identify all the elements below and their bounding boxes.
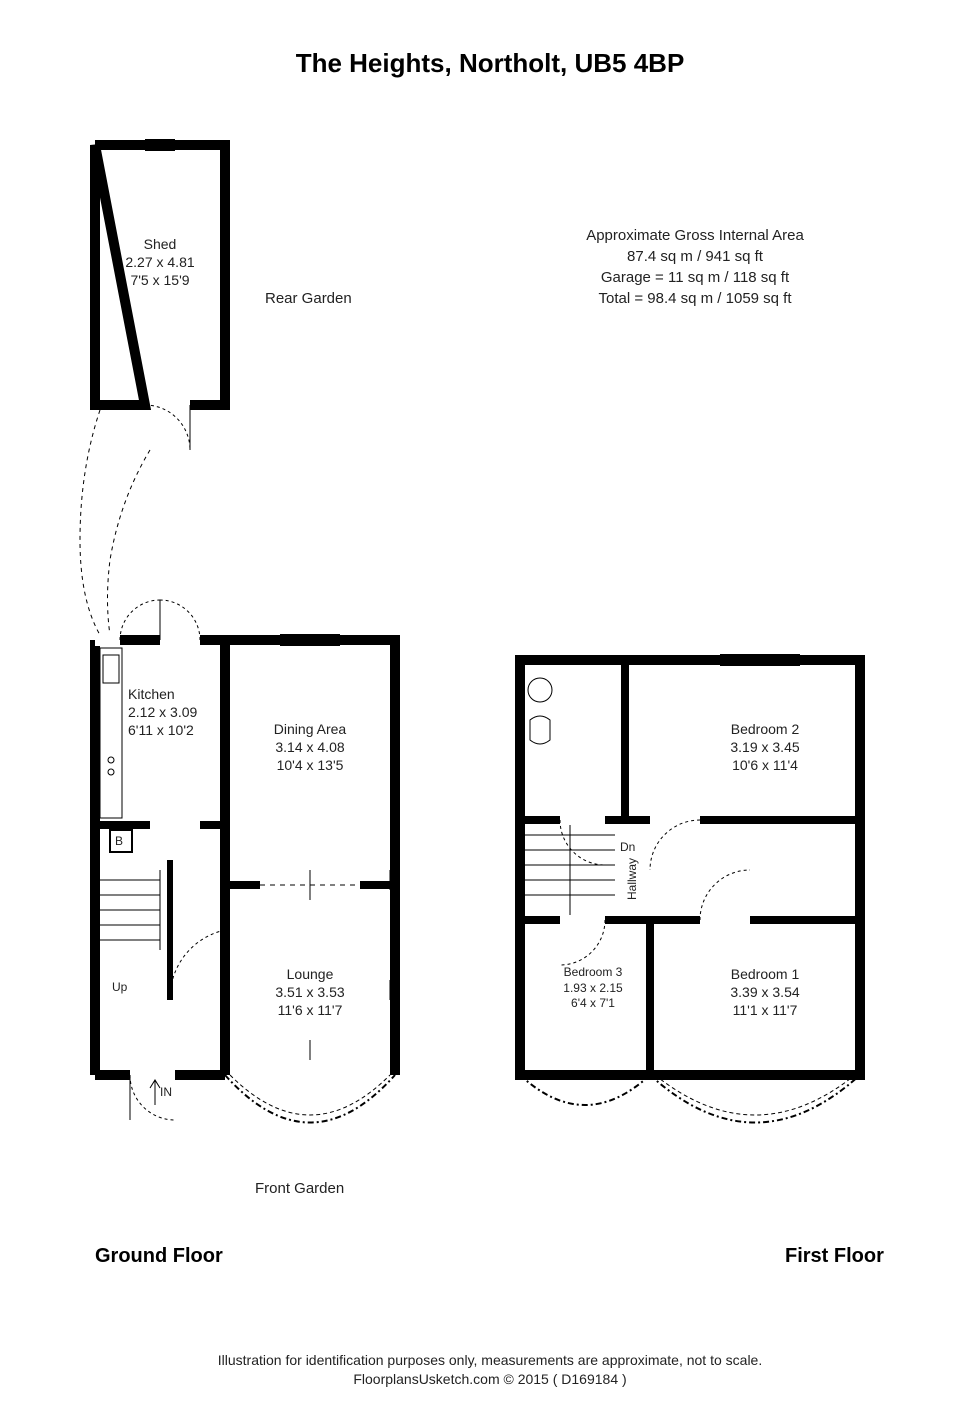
front-garden-label: Front Garden: [255, 1180, 344, 1197]
lounge-label: Lounge 3.51 x 3.53 11'6 x 11'7: [250, 965, 370, 1020]
bedroom2-label: Bedroom 2 3.19 x 3.45 10'6 x 11'4: [700, 720, 830, 775]
ground-floor-group: [95, 600, 395, 1123]
bedroom3-label: Bedroom 3 1.93 x 2.15 6'4 x 7'1: [538, 965, 648, 1012]
up-label: Up: [112, 980, 127, 994]
dn-label: Dn: [620, 840, 635, 854]
ground-floor-label: Ground Floor: [95, 1245, 223, 1268]
footer: Illustration for identification purposes…: [0, 1351, 980, 1390]
shed-group: [80, 140, 225, 635]
footer-line-1: Illustration for identification purposes…: [0, 1351, 980, 1371]
in-label: IN: [160, 1085, 172, 1099]
b-label: B: [115, 834, 123, 848]
hallway-label: Hallway: [625, 858, 639, 900]
dining-label: Dining Area 3.14 x 4.08 10'4 x 13'5: [250, 720, 370, 775]
bedroom1-label: Bedroom 1 3.39 x 3.54 11'1 x 11'7: [700, 965, 830, 1020]
first-floor-label: First Floor: [785, 1245, 884, 1268]
kitchen-label: Kitchen 2.12 x 3.09 6'11 x 10'2: [128, 685, 228, 740]
shed-label: Shed 2.27 x 4.81 7'5 x 15'9: [110, 235, 210, 290]
footer-line-2: FloorplansUsketch.com © 2015 ( D169184 ): [0, 1370, 980, 1390]
rear-garden-label: Rear Garden: [265, 290, 352, 307]
